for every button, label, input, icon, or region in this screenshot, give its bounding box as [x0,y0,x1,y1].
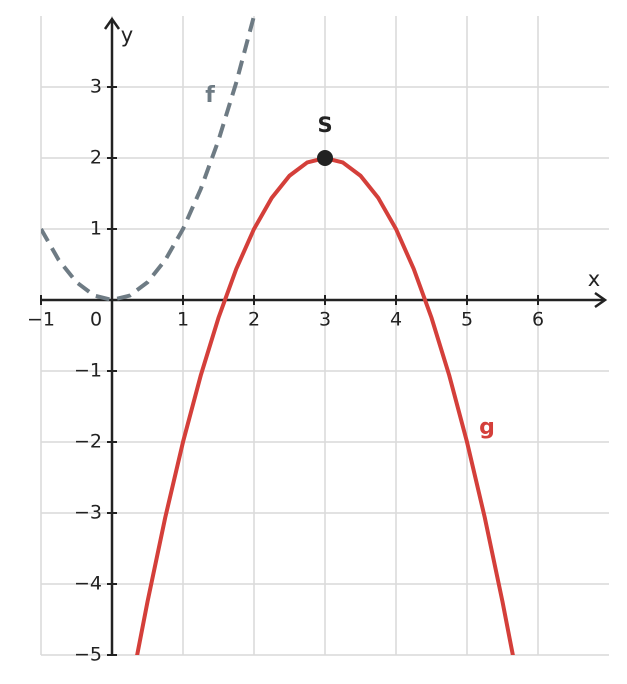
y-tick-label: −5 [74,644,102,666]
y-tick-label: 1 [90,218,102,240]
y-tick-label: −4 [74,573,102,595]
curve-label: g [479,415,495,440]
y-tick-label: −3 [74,502,102,524]
x-tick-label: 4 [390,309,402,331]
y-tick-label: −1 [74,360,102,382]
x-tick-label: 2 [248,309,260,331]
y-tick-label: 3 [90,76,102,98]
curve-label: f [205,83,215,108]
point-label: S [317,113,332,137]
x-tick-label: −1 [27,309,55,331]
x-axis-label: x [588,267,600,291]
x-axis-arrow [594,291,608,309]
x-tick-label: 0 [90,309,102,331]
y-tick-label: 2 [90,147,102,169]
y-axis-label: y [121,23,133,47]
x-tick-label: 1 [177,309,189,331]
y-tick-label: −2 [74,431,102,453]
point [317,150,333,166]
x-tick-label: 5 [461,309,473,331]
curve [41,16,256,303]
x-tick-label: 6 [532,309,544,331]
y-axis-arrow [103,16,121,30]
x-tick-label: 3 [319,309,331,331]
